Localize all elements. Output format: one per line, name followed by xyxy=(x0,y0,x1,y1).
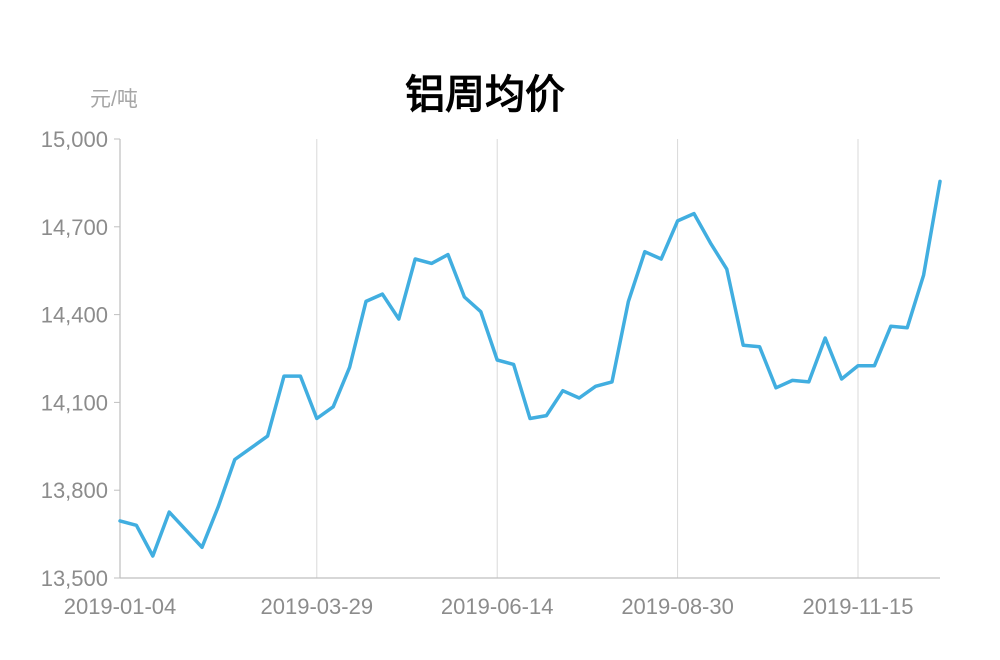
data-point xyxy=(709,241,712,244)
x-tick-label: 2019-06-14 xyxy=(441,594,554,619)
data-point xyxy=(725,268,728,271)
data-point xyxy=(889,325,892,328)
data-point xyxy=(151,555,154,558)
data-point xyxy=(643,250,646,253)
data-point xyxy=(233,458,236,461)
data-point xyxy=(430,262,433,265)
data-point xyxy=(119,519,122,522)
data-point xyxy=(463,296,466,299)
data-point xyxy=(594,385,597,388)
data-point xyxy=(299,375,302,378)
x-tick-label: 2019-08-30 xyxy=(621,594,734,619)
data-point xyxy=(479,310,482,313)
data-point xyxy=(775,386,778,389)
data-point xyxy=(660,258,663,261)
data-point xyxy=(217,505,220,508)
data-point xyxy=(529,417,532,420)
data-point xyxy=(397,318,400,321)
y-tick-label: 15,000 xyxy=(41,127,108,152)
data-point xyxy=(611,380,614,383)
data-point xyxy=(824,337,827,340)
data-point xyxy=(906,326,909,329)
data-point xyxy=(283,375,286,378)
axis-layer xyxy=(114,138,940,579)
data-point xyxy=(348,366,351,369)
data-point xyxy=(807,380,810,383)
data-point xyxy=(939,180,942,183)
x-tick-label: 2019-01-04 xyxy=(64,594,177,619)
data-point xyxy=(857,364,860,367)
data-point xyxy=(693,212,696,215)
data-point xyxy=(414,258,417,261)
data-point xyxy=(758,345,761,348)
data-point xyxy=(873,364,876,367)
y-tick-label: 14,100 xyxy=(41,390,108,415)
data-point xyxy=(184,528,187,531)
data-point xyxy=(922,274,925,277)
data-point xyxy=(447,253,450,256)
data-point xyxy=(381,293,384,296)
data-point xyxy=(840,378,843,381)
data-point xyxy=(250,446,253,449)
y-axis-unit: 元/吨 xyxy=(90,88,138,111)
data-point xyxy=(676,219,679,222)
data-point xyxy=(332,405,335,408)
series-layer xyxy=(118,179,942,558)
grid-layer xyxy=(316,139,859,578)
data-point xyxy=(315,417,318,420)
data-point xyxy=(578,397,581,400)
y-tick-label: 14,400 xyxy=(41,303,108,328)
price-line xyxy=(118,179,942,558)
data-point xyxy=(561,389,564,392)
data-point xyxy=(201,546,204,549)
data-point xyxy=(742,344,745,347)
y-tick-label: 14,700 xyxy=(41,215,108,240)
x-tick-label: 2019-11-15 xyxy=(803,594,914,619)
data-point xyxy=(135,524,138,527)
data-point xyxy=(266,435,269,438)
data-point xyxy=(512,363,515,366)
data-point xyxy=(496,359,499,362)
data-point xyxy=(168,511,171,514)
y-tick-label: 13,800 xyxy=(41,478,108,503)
chart-title: 铝周均价 xyxy=(405,72,565,118)
data-point xyxy=(627,300,630,303)
data-point xyxy=(365,300,368,303)
y-tick-label: 13,500 xyxy=(41,566,108,591)
data-point xyxy=(791,379,794,382)
data-point xyxy=(545,414,548,417)
x-tick-label: 2019-03-29 xyxy=(261,594,374,619)
label-layer: 13,500 13,800 14,100 14,400 14,700 15,000 2019… xyxy=(41,127,914,619)
